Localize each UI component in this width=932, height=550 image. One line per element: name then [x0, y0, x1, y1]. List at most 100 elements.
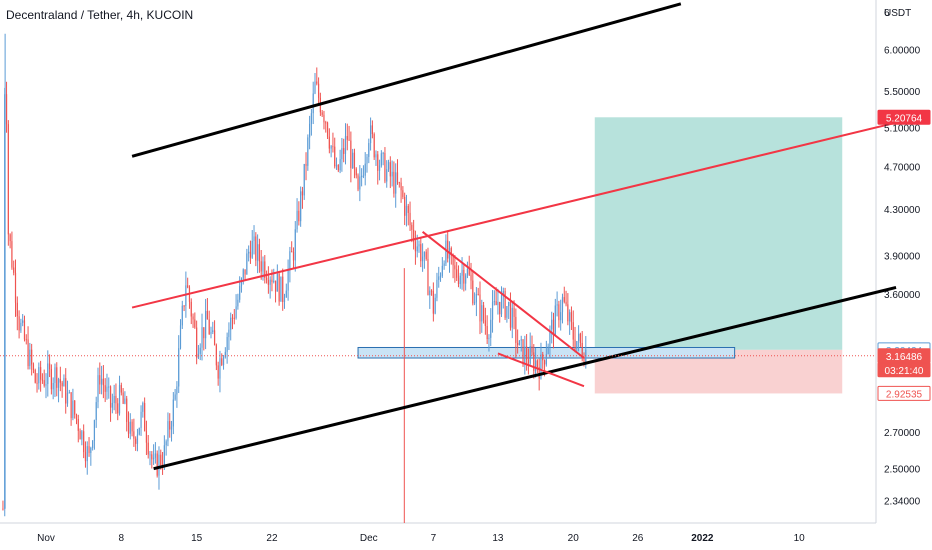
candle-body	[531, 346, 533, 353]
candle-body	[317, 83, 320, 98]
candle-body	[289, 251, 291, 270]
candle-body	[504, 291, 506, 318]
candle-body	[576, 341, 578, 349]
candle-body	[518, 340, 521, 346]
candle-body	[427, 258, 429, 296]
candle-body	[355, 168, 357, 176]
candle-body	[513, 307, 515, 317]
candle-body	[366, 156, 368, 164]
candle-body	[542, 354, 544, 361]
candle-body	[391, 171, 393, 177]
candle-body	[9, 234, 11, 242]
candle-body	[404, 196, 406, 216]
y-tick-label: 4.70000	[884, 162, 921, 173]
candle-body	[307, 137, 309, 166]
candle-body	[153, 457, 155, 460]
candle-body	[463, 269, 465, 284]
candle-body	[18, 316, 20, 331]
candle-body	[316, 81, 318, 84]
candle-body	[47, 363, 49, 385]
candle-body	[364, 163, 366, 176]
candle-body	[56, 367, 58, 388]
candle-body	[52, 383, 54, 390]
candle-body	[429, 290, 431, 296]
candle-body	[500, 295, 503, 315]
candle-body	[208, 319, 210, 335]
upper-channel-line	[131, 2, 682, 158]
candle-body	[298, 210, 300, 222]
candle-body	[136, 434, 139, 444]
candle-body	[192, 316, 194, 320]
candle-body	[235, 306, 237, 319]
candle-body	[45, 384, 47, 386]
candle-body	[222, 357, 225, 365]
y-tick-label: 6.00000	[884, 45, 921, 56]
candle-body	[190, 301, 192, 317]
candle-body	[344, 136, 347, 154]
y-tick-label: 3.60000	[884, 290, 921, 301]
candle-body	[23, 320, 26, 340]
lower-channel-line	[153, 286, 897, 471]
candle-body	[405, 205, 408, 216]
candle-body	[273, 280, 275, 283]
candle-body	[529, 346, 531, 364]
chart-title: Decentraland / Tether, 4h, KUCOIN	[6, 8, 194, 22]
candle-body	[258, 244, 261, 262]
candle-body	[248, 251, 250, 254]
candle-body	[61, 382, 63, 387]
candle-body	[486, 325, 488, 339]
candle-body	[470, 274, 472, 281]
candle-body	[432, 291, 434, 314]
candle-body	[149, 454, 151, 456]
candle-body	[127, 421, 130, 434]
candle-body	[144, 403, 146, 432]
candle-body	[187, 285, 189, 288]
candle-body	[321, 112, 323, 115]
x-tick-label: 13	[492, 533, 504, 544]
candle-body	[491, 302, 494, 320]
candle-body	[156, 453, 158, 476]
candle-body	[572, 322, 574, 340]
candle-body	[430, 290, 433, 292]
candle-body	[167, 421, 169, 442]
candle-body	[231, 317, 234, 319]
y-tick-label: 2.50000	[884, 465, 921, 476]
candle-body	[527, 359, 530, 364]
candle-body	[371, 125, 373, 135]
candle-body	[439, 275, 442, 277]
candle-body	[465, 275, 467, 284]
candle-body	[434, 297, 436, 314]
candle-body	[551, 319, 553, 330]
candle-body	[450, 248, 452, 255]
candle-body	[398, 182, 400, 184]
candle-body	[296, 210, 298, 230]
y-tick-label: 5.10000	[884, 123, 921, 134]
candle-body	[48, 363, 51, 370]
candle-body	[386, 169, 388, 182]
candle-body	[206, 310, 208, 320]
candle-body	[219, 358, 221, 379]
candle-body	[99, 375, 101, 385]
candle-body	[172, 399, 174, 427]
candle-body	[84, 452, 87, 462]
candle-body	[352, 152, 354, 169]
candle-body	[260, 261, 262, 272]
candle-body	[63, 378, 65, 387]
candle-body	[41, 379, 44, 381]
candle-body	[262, 261, 264, 272]
candle-body	[353, 152, 356, 169]
candle-body	[265, 277, 268, 281]
candle-body	[479, 294, 481, 322]
x-tick-label: 26	[632, 533, 644, 544]
candle-body	[341, 148, 343, 160]
candle-body	[538, 367, 540, 379]
x-tick-label: 15	[191, 533, 203, 544]
candle-body	[111, 402, 113, 408]
candle-body	[158, 454, 160, 476]
candle-body	[396, 172, 399, 183]
candle-body	[68, 392, 70, 394]
candle-body	[524, 346, 526, 365]
candle-body	[350, 140, 352, 169]
candle-body	[108, 386, 110, 388]
